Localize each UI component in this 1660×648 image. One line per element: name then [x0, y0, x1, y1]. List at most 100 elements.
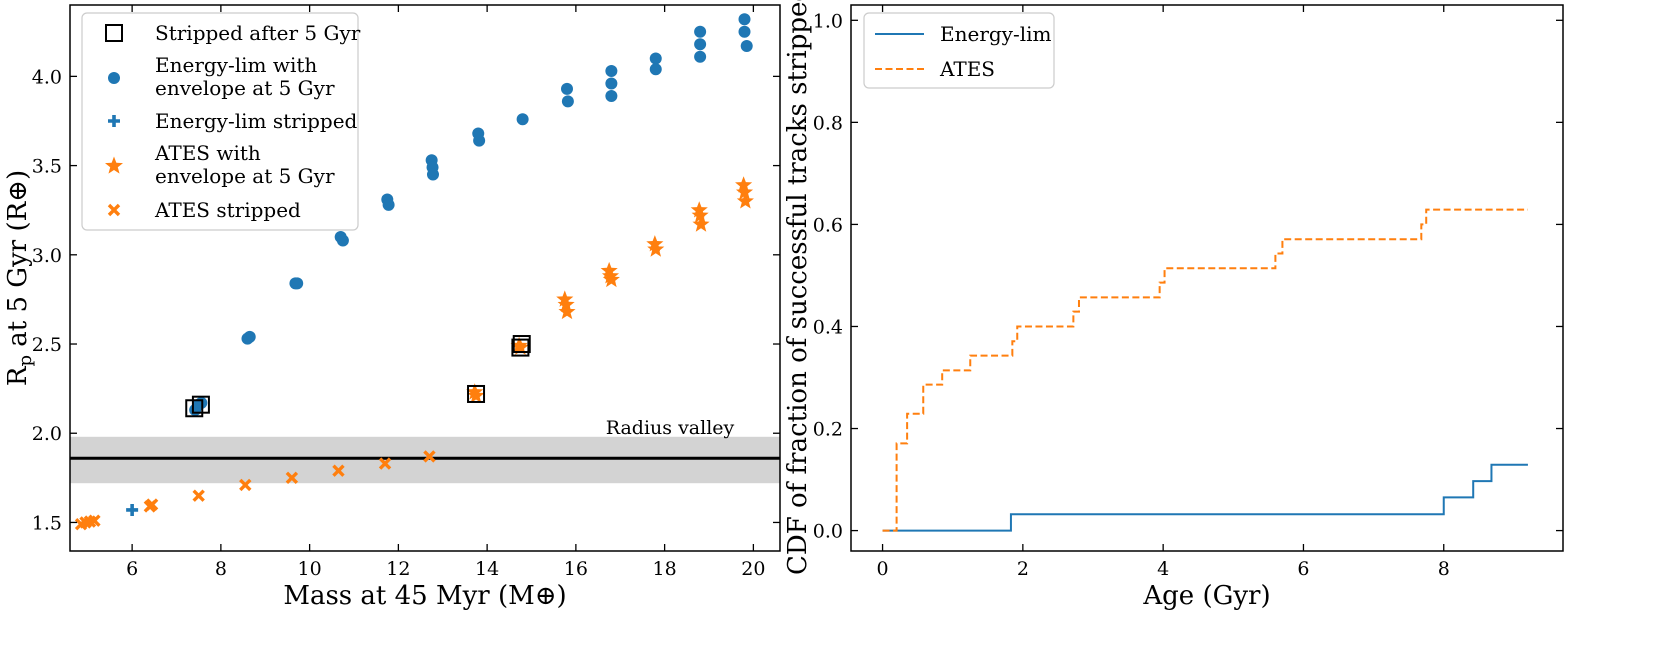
left-data-points	[74, 13, 754, 531]
right-x-ticks: 0 2 4 6 8	[877, 5, 1450, 580]
energy-lim-with-envelope-at-5-gyr-point	[738, 13, 751, 26]
legend-marker	[105, 156, 123, 174]
legend-marker	[107, 203, 121, 217]
x-tick-label: 16	[564, 558, 588, 580]
x-tick-label: 14	[475, 558, 499, 580]
energy-lim-with-envelope-at-5-gyr-point	[738, 25, 751, 38]
y-tick-label: 1.5	[32, 512, 62, 534]
ates-with-envelope-at-5-gyr-point	[602, 270, 620, 288]
ates-with-envelope-at-5-gyr-point	[735, 176, 753, 193]
x-tick-label: 2	[1017, 558, 1029, 580]
ates-stripped-point	[88, 514, 101, 527]
ates-with-envelope-at-5-gyr-point	[511, 338, 529, 355]
x-tick-label: 0	[877, 558, 889, 580]
right-legend: Energy-lim ATES	[863, 12, 1055, 89]
energy-lim-with-envelope-at-5-gyr-point	[561, 95, 574, 108]
right-x-axis-label: Age (Gyr)	[1142, 581, 1270, 611]
ates-with-envelope-at-5-gyr-point	[556, 290, 574, 307]
ates-stripped-point	[378, 457, 392, 470]
right-chart: 0 2 4 6 8 0.0 0.2 0.4 0.6 0.8 1.0 Age (Gyr) CDF o…	[783, 0, 1564, 611]
stripped-after-5-gyr-point	[467, 384, 486, 403]
energy-lim-with-envelope-at-5-gyr-point	[694, 38, 707, 51]
right-y-ticks: 0.0 0.2 0.4 0.6 0.8 1.0	[813, 10, 1563, 543]
energy-lim-with-envelope-at-5-gyr-point	[561, 82, 573, 95]
legend-marker	[108, 72, 120, 84]
y-tick-label: 0.2	[813, 419, 843, 441]
energy-lim-with-envelope-at-5-gyr-point	[740, 40, 753, 53]
legend-label: Stripped after 5 Gyr	[155, 21, 361, 45]
left-x-ticks: 6 8 10 12 14 16 18 20	[126, 5, 765, 580]
energy-lim-with-envelope-at-5-gyr-point	[649, 52, 662, 65]
energy-lim-with-envelope-at-5-gyr-point	[605, 65, 618, 78]
ates-with-envelope-at-5-gyr-point	[558, 302, 576, 320]
energy-lim-with-envelope-at-5-gyr-point	[605, 90, 618, 102]
stripped-after-5-gyr-point	[512, 335, 531, 354]
left-plot-frame	[69, 4, 781, 552]
energy-lim-with-envelope-at-5-gyr-point	[382, 198, 395, 211]
legend-marker	[108, 115, 120, 127]
ates-with-envelope-at-5-gyr-point	[735, 183, 754, 200]
ates-stripped-point	[192, 489, 205, 502]
ates-with-envelope-at-5-gyr-point	[692, 215, 710, 232]
legend-label: Energy-lim stripped	[155, 109, 358, 133]
x-tick-label: 20	[741, 558, 765, 580]
x-tick-label: 6	[1297, 558, 1309, 580]
energy-lim-stripped-point	[126, 503, 139, 516]
ates-stripped-point	[423, 450, 436, 463]
legend-label: ATES stripped	[154, 198, 301, 222]
right-cdf-lines	[882, 208, 1528, 532]
x-tick-label: 8	[215, 558, 227, 580]
legend-label: Energy-lim	[940, 22, 1052, 46]
ates-cdf-line	[882, 208, 1528, 532]
legend-label: ATES	[939, 57, 995, 81]
ates-stripped-point	[239, 478, 252, 492]
energy-lim-with-envelope-at-5-gyr-point	[426, 168, 439, 181]
y-tick-label: 1.0	[813, 10, 843, 32]
ates-stripped-point	[285, 471, 299, 485]
left-legend: Stripped after 5 Gyr Energy-lim with envel…	[81, 12, 361, 231]
energy-lim-with-envelope-at-5-gyr-point	[243, 330, 256, 343]
legend-box	[81, 12, 359, 231]
legend-label: ATES with envelope at 5 Gyr	[154, 141, 335, 188]
energy-lim-with-envelope-at-5-gyr-point	[694, 25, 707, 38]
y-tick-label: 0.4	[813, 316, 843, 338]
energy-lim-cdf-line	[882, 463, 1528, 532]
x-tick-label: 6	[126, 558, 138, 580]
legend-marker	[105, 24, 123, 42]
stripped-after-5-gyr-point	[185, 399, 204, 418]
energy-lim-with-envelope-at-5-gyr-point	[649, 63, 662, 76]
energy-lim-with-envelope-at-5-gyr-point	[694, 50, 707, 63]
y-tick-label: 0.6	[813, 214, 843, 236]
x-tick-label: 8	[1438, 558, 1450, 580]
y-tick-label: 3.0	[32, 245, 62, 267]
energy-lim-with-envelope-at-5-gyr-point	[516, 113, 529, 126]
stripped-after-5-gyr-point	[191, 395, 210, 414]
y-tick-label: 3.5	[32, 156, 62, 178]
left-x-axis-label: Mass at 45 Myr (M⊕)	[283, 581, 566, 611]
left-y-ticks: 1.5 2.0 2.5 3.0 3.5 4.0	[32, 66, 780, 534]
x-tick-label: 4	[1157, 558, 1169, 580]
ates-with-envelope-at-5-gyr-point	[557, 295, 575, 313]
x-tick-label: 10	[298, 558, 322, 580]
ates-with-envelope-at-5-gyr-point	[467, 386, 485, 404]
stripped-after-5-gyr-point	[511, 338, 530, 357]
x-tick-label: 18	[653, 558, 677, 580]
energy-lim-with-envelope-at-5-gyr-point	[473, 134, 486, 147]
y-tick-label: 0.8	[813, 112, 843, 134]
y-tick-label: 0.0	[813, 521, 843, 543]
ates-stripped-point	[332, 464, 345, 477]
legend-label: Energy-lim with envelope at 5 Gyr	[155, 53, 335, 100]
x-tick-label: 12	[386, 558, 410, 580]
y-tick-label: 4.0	[32, 66, 62, 88]
ates-with-envelope-at-5-gyr-point	[691, 206, 709, 223]
left-chart: Radius valley 6 8 10 12 14 16 18 20 1.5 2.0 2.5 3.…	[3, 4, 781, 611]
right-plot-frame	[850, 4, 1564, 552]
energy-lim-with-envelope-at-5-gyr-point	[605, 77, 618, 90]
y-tick-label: 2.0	[32, 423, 62, 445]
ates-with-envelope-at-5-gyr-point	[647, 240, 665, 257]
energy-lim-with-envelope-at-5-gyr-point	[291, 277, 304, 290]
y-tick-label: 2.5	[32, 334, 62, 356]
energy-lim-with-envelope-at-5-gyr-point	[336, 234, 349, 247]
radius-valley-label: Radius valley	[606, 417, 735, 439]
